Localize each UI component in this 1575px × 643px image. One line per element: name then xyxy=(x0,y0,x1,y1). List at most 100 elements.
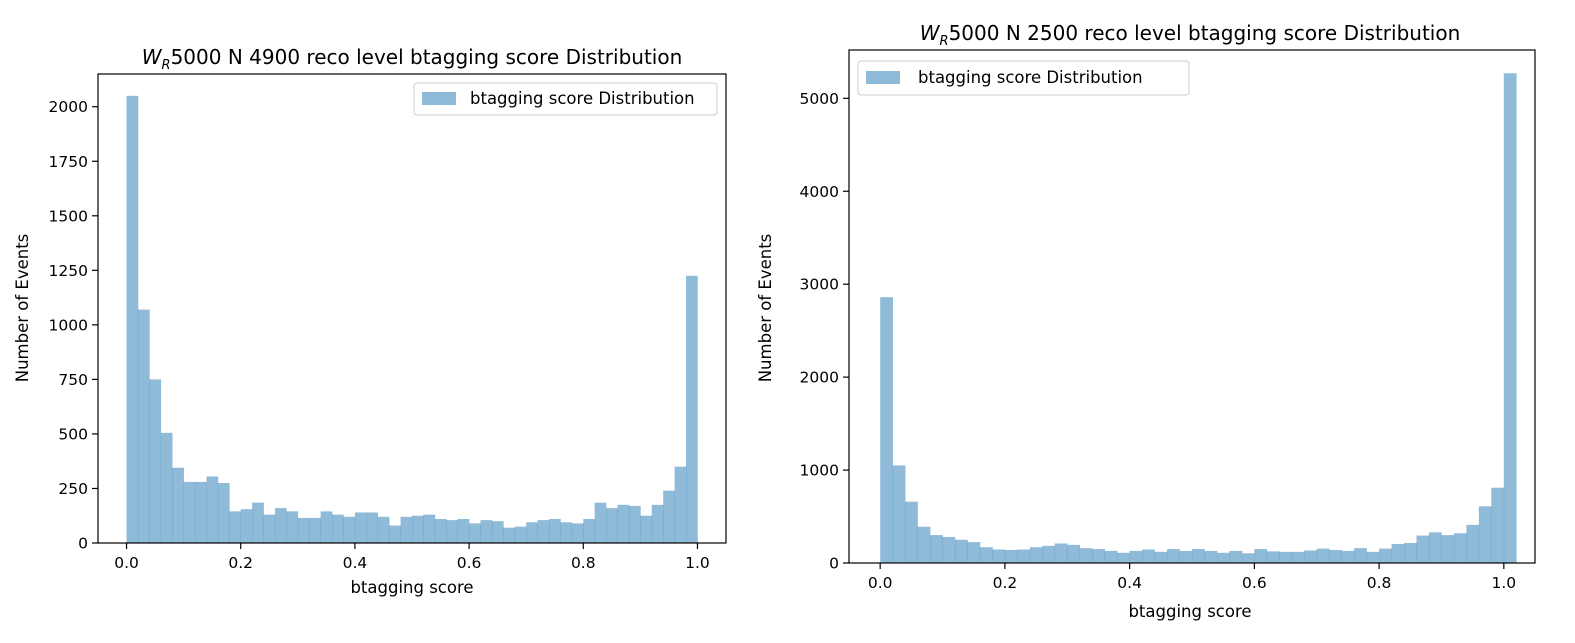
bar-right-34 xyxy=(1304,550,1318,563)
legend-swatch-left xyxy=(422,92,456,105)
x-tick-label: 1.0 xyxy=(1491,574,1516,592)
bar-left-27 xyxy=(434,519,447,543)
legend-left: btagging score Distribution xyxy=(413,82,718,116)
bar-left-17 xyxy=(320,511,333,543)
bar-right-26 xyxy=(1204,550,1218,563)
bar-left-26 xyxy=(423,514,436,543)
bar-right-2 xyxy=(905,501,918,563)
bar-left-25 xyxy=(412,515,424,543)
y-ticks-right: 0 1000 2000 3000 4000 5000 xyxy=(800,90,849,573)
legend-swatch-right xyxy=(866,71,900,84)
bar-right-16 xyxy=(1079,548,1093,563)
x-axis-label-left: btagging score xyxy=(350,578,473,597)
bar-left-44 xyxy=(628,505,641,543)
bar-left-21 xyxy=(366,512,379,543)
bar-right-17 xyxy=(1092,549,1105,563)
bar-left-9 xyxy=(229,511,242,543)
y-tick-label: 5000 xyxy=(800,90,839,108)
bar-left-49 xyxy=(686,275,698,543)
bar-right-37 xyxy=(1341,550,1355,563)
x-axis-label-right: btagging score xyxy=(1128,602,1251,621)
bar-left-20 xyxy=(354,512,367,543)
chart-title-left: WR5000 N 4900 reco level btagging score … xyxy=(142,45,683,73)
bar-left-39 xyxy=(571,523,584,543)
plot-frame-right xyxy=(848,49,1536,564)
y-tick-label: 0 xyxy=(78,535,88,553)
bar-right-41 xyxy=(1391,543,1405,563)
bar-left-16 xyxy=(309,517,321,543)
bar-right-14 xyxy=(1054,543,1068,563)
bar-left-11 xyxy=(252,502,264,543)
bar-left-13 xyxy=(274,508,287,543)
y-tick-label: 1000 xyxy=(49,316,88,334)
bar-left-31 xyxy=(480,520,493,543)
bar-right-21 xyxy=(1142,549,1155,563)
bar-left-18 xyxy=(332,514,344,543)
y-tick-label: 1750 xyxy=(49,153,88,171)
bar-right-10 xyxy=(1004,549,1018,563)
bar-left-4 xyxy=(172,467,184,543)
bar-right-20 xyxy=(1129,550,1143,563)
histogram-chart-right: WR5000 N 2500 reco level btagging score … xyxy=(756,21,1536,621)
bar-left-22 xyxy=(377,516,390,543)
bar-left-37 xyxy=(549,519,561,543)
bar-right-46 xyxy=(1453,533,1467,563)
bar-left-1 xyxy=(137,309,150,543)
bar-left-15 xyxy=(297,517,310,543)
bar-right-19 xyxy=(1117,552,1130,563)
bar-right-24 xyxy=(1179,550,1193,563)
legend-frame-right xyxy=(857,60,1190,96)
bar-left-7 xyxy=(206,476,219,543)
bar-right-32 xyxy=(1279,551,1293,563)
y-tick-label: 3000 xyxy=(800,276,839,294)
y-tick-label: 2000 xyxy=(800,369,839,387)
y-axis-label-right: Number of Events xyxy=(756,234,775,383)
bar-left-3 xyxy=(160,432,173,543)
x-tick-label: 0.6 xyxy=(457,554,482,572)
y-tick-label: 0 xyxy=(829,555,839,573)
y-ticks-left: 0 250 500 750 1000 1250 1500 1750 2000 xyxy=(49,98,98,553)
x-tick-label: 0.4 xyxy=(1117,574,1142,592)
histogram-chart-left: WR5000 N 4900 reco level btagging score … xyxy=(13,45,727,597)
x-ticks-left: 0.0 0.2 0.4 0.6 0.8 1.0 xyxy=(114,543,710,572)
bar-right-30 xyxy=(1254,549,1268,563)
bar-left-23 xyxy=(389,525,401,543)
x-tick-label: 0.8 xyxy=(1367,574,1392,592)
x-tick-label: 1.0 xyxy=(685,554,710,572)
bar-left-29 xyxy=(457,519,470,543)
bar-left-32 xyxy=(491,521,504,543)
bar-right-18 xyxy=(1104,550,1118,563)
bar-right-36 xyxy=(1329,549,1342,563)
bar-left-45 xyxy=(640,515,653,543)
bar-right-15 xyxy=(1067,544,1081,563)
bar-right-40 xyxy=(1379,548,1392,563)
bar-left-8 xyxy=(217,483,230,543)
x-ticks-right: 0.0 0.2 0.4 0.6 0.8 1.0 xyxy=(868,563,1516,592)
bar-right-29 xyxy=(1241,553,1255,563)
bar-right-47 xyxy=(1466,524,1480,563)
bar-right-43 xyxy=(1416,535,1430,563)
y-tick-label: 500 xyxy=(58,425,88,443)
legend-right: btagging score Distribution xyxy=(857,60,1190,96)
bar-right-8 xyxy=(979,547,993,563)
bar-right-13 xyxy=(1042,545,1056,563)
bar-left-40 xyxy=(583,519,595,543)
x-tick-label: 0.2 xyxy=(993,574,1018,592)
bar-right-22 xyxy=(1154,551,1168,563)
legend-label-right: btagging score Distribution xyxy=(918,68,1143,87)
bar-left-6 xyxy=(195,481,207,543)
bar-left-35 xyxy=(526,522,538,543)
bar-right-38 xyxy=(1354,548,1367,563)
y-axis-label-left: Number of Events xyxy=(13,234,32,383)
bar-left-43 xyxy=(617,504,630,543)
bar-right-27 xyxy=(1216,552,1230,563)
chart-title-right: WR5000 N 2500 reco level btagging score … xyxy=(920,21,1461,49)
bar-right-25 xyxy=(1192,549,1205,563)
x-tick-label: 0.8 xyxy=(571,554,596,572)
bar-right-49 xyxy=(1491,487,1505,563)
x-tick-label: 0.4 xyxy=(343,554,368,572)
bar-left-46 xyxy=(651,504,664,543)
bar-right-31 xyxy=(1266,551,1280,563)
bar-right-33 xyxy=(1291,551,1305,563)
